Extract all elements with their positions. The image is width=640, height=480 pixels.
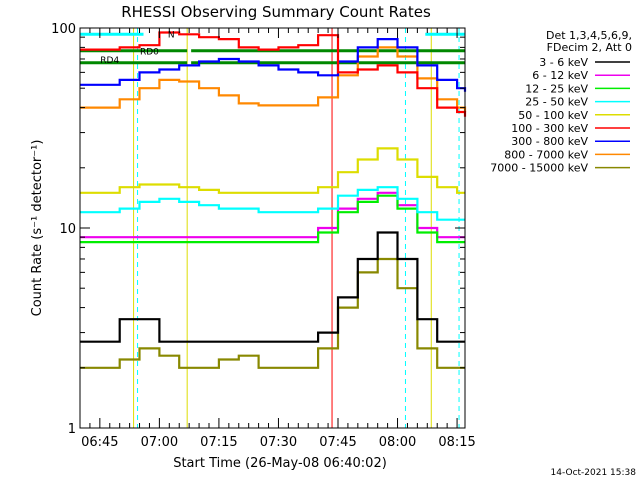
x-tick-label: 07:00: [141, 435, 178, 450]
y-axis-label: Count Rate (s⁻¹ detector⁻¹): [30, 140, 45, 317]
x-tick-label: 07:30: [260, 435, 297, 450]
legend-header-2: FDecim 2, Att 0: [547, 41, 632, 54]
series-line-5: [80, 31, 467, 117]
legend-label: 800 - 7000 keV: [504, 148, 588, 161]
x-tick-label: 06:45: [81, 435, 118, 450]
chart-title: RHESSI Observing Summary Count Rates: [121, 3, 431, 21]
y-tick-label: 100: [51, 22, 76, 37]
x-tick-label: 08:15: [438, 435, 475, 450]
legend-label: 25 - 50 keV: [525, 96, 588, 109]
annotation-0: RD0: [140, 48, 159, 58]
axes: 1 10 100 06:45 07:00 07:15 07:30 07:45 08:00 08:1…: [51, 22, 476, 450]
x-tick-label: 08:00: [379, 435, 416, 450]
x-tick-label: 07:45: [319, 435, 356, 450]
legend: Det 1,3,4,5,6,9, FDecim 2, Att 0 3 - 6 k…: [490, 29, 632, 175]
legend-label: 300 - 800 keV: [511, 135, 588, 148]
series-line-6: [80, 38, 467, 92]
series-line-8: [80, 257, 465, 369]
legend-label: 12 - 25 keV: [525, 82, 588, 95]
series-line-2: [80, 194, 465, 244]
footer-date: 14-Oct-2021 15:38: [551, 468, 637, 478]
legend-label: 7000 - 15000 keV: [490, 162, 588, 175]
plot-area: RD0 RD4 N: [80, 28, 467, 428]
legend-label: 6 - 12 keV: [532, 69, 588, 82]
legend-label: 50 - 100 keV: [518, 109, 588, 122]
series-line-0: [80, 231, 465, 343]
x-tick-label: 07:15: [200, 435, 237, 450]
annotation-2: N: [168, 30, 175, 40]
x-axis-label: Start Time (26-May-08 06:40:02): [173, 456, 387, 471]
y-tick-label: 10: [59, 222, 76, 237]
y-tick-label: 1: [68, 422, 76, 437]
series-line-4: [80, 147, 465, 194]
legend-label: 3 - 6 keV: [539, 56, 588, 69]
annotation-1: RD4: [100, 56, 119, 66]
legend-header-1: Det 1,3,4,5,6,9,: [546, 29, 632, 42]
series-line-3: [80, 186, 465, 221]
legend-label: 100 - 300 keV: [511, 122, 588, 135]
